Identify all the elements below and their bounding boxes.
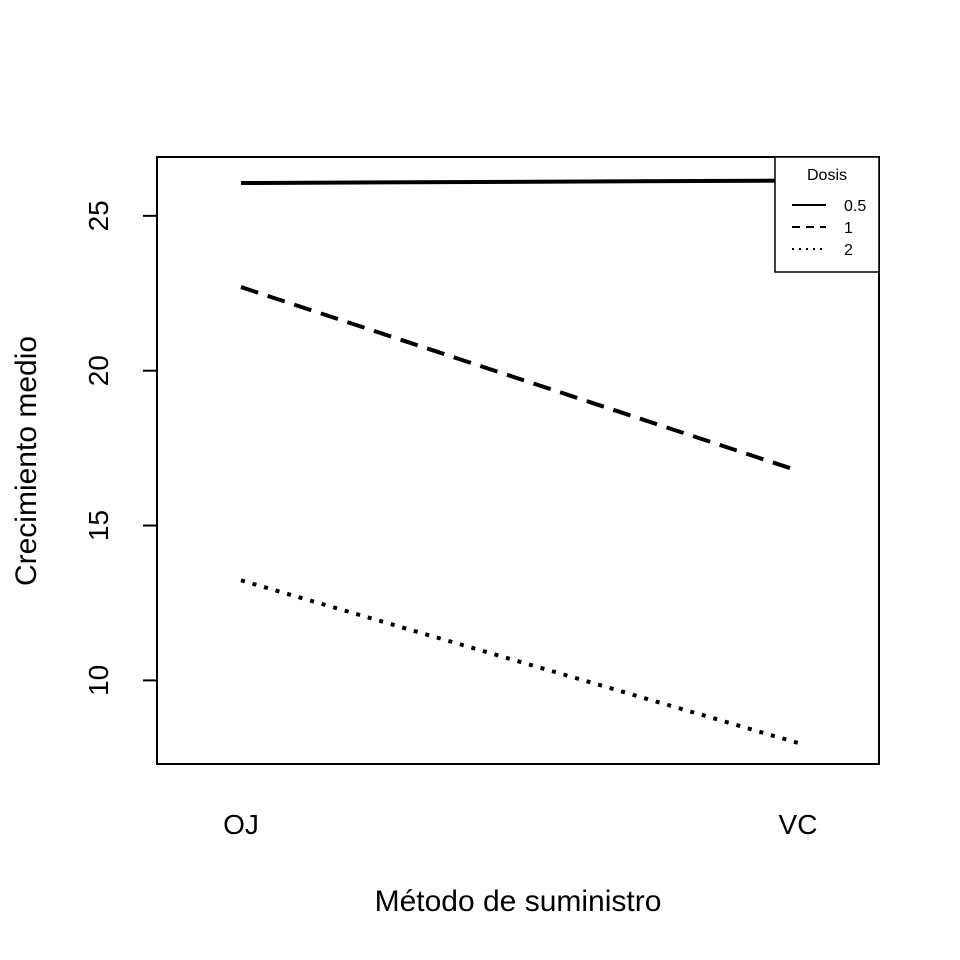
legend-title: Dosis xyxy=(807,167,847,184)
legend-label: 1 xyxy=(844,220,853,237)
legend: Dosis 0.5 1 2 xyxy=(774,156,880,273)
x-axis-title: Método de suministro xyxy=(375,885,662,918)
legend-label: 0.5 xyxy=(844,198,866,215)
series-line-0.5 xyxy=(240,178,799,186)
legend-label: 2 xyxy=(844,242,853,259)
legend-box xyxy=(774,156,880,273)
x-tick-label: VC xyxy=(779,809,818,840)
y-tick-label: 20 xyxy=(83,355,114,386)
y-axis: 10 15 20 25 xyxy=(83,200,157,696)
y-tick-label: 15 xyxy=(83,510,114,541)
x-axis: OJ VC xyxy=(223,809,817,840)
series-line-1 xyxy=(240,285,799,473)
series-layer xyxy=(240,178,799,745)
series-line-2 xyxy=(240,578,799,745)
x-tick-label: OJ xyxy=(223,809,259,840)
y-tick-label: 25 xyxy=(83,200,114,231)
y-axis-title: Crecimiento medio xyxy=(10,336,43,586)
plot-frame xyxy=(156,156,880,765)
y-tick-label: 10 xyxy=(83,665,114,696)
